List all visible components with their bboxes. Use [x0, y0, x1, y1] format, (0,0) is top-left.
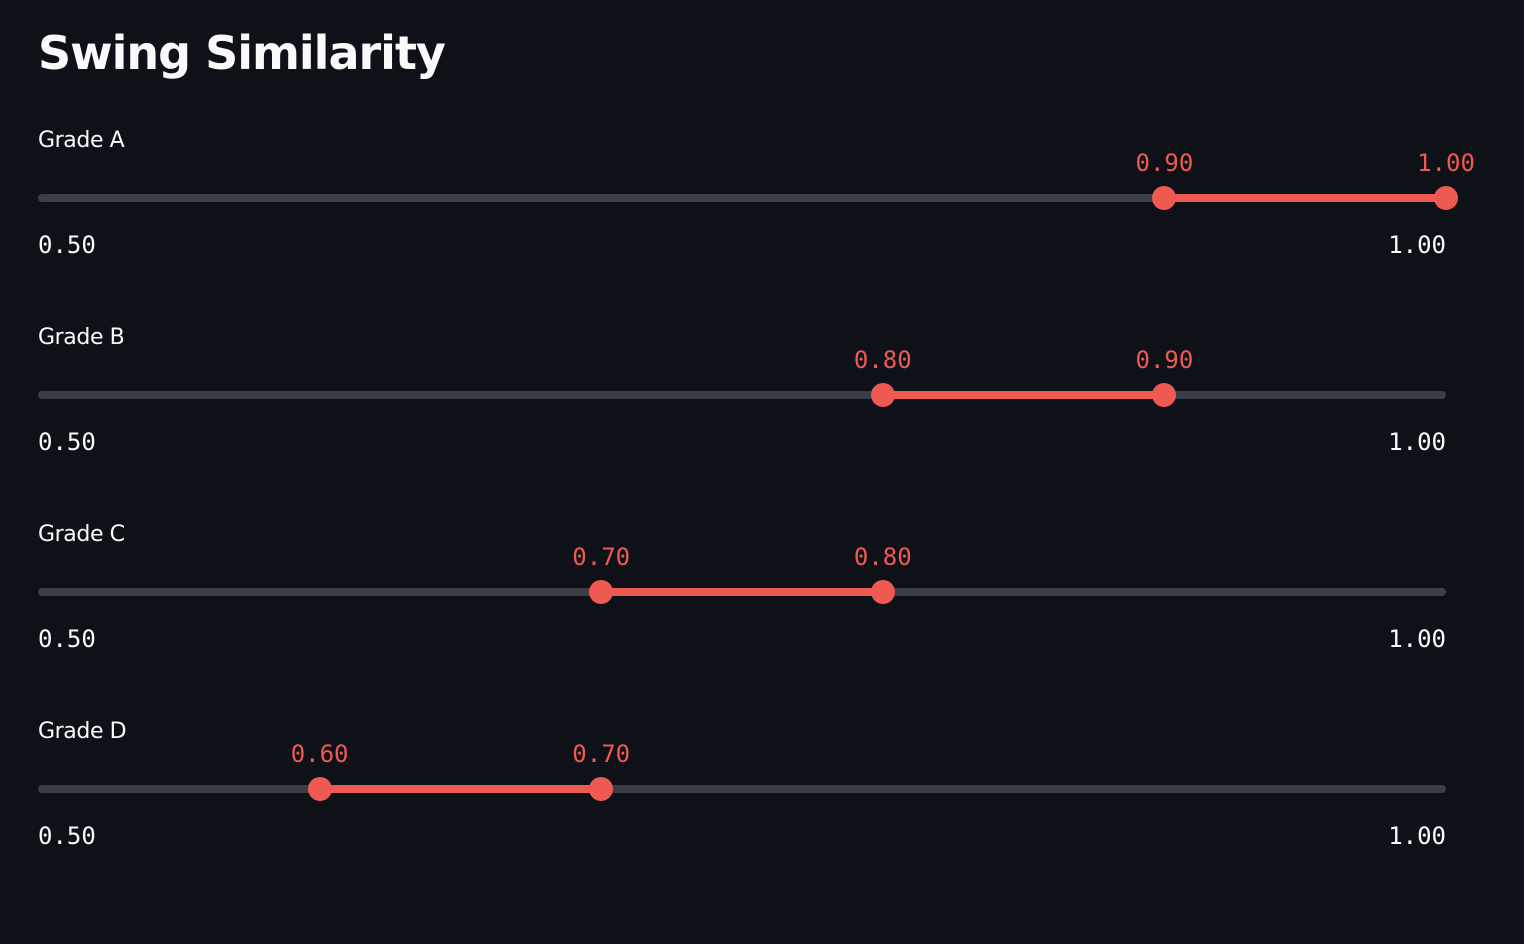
slider-min-label: 0.50 [38, 625, 96, 653]
slider-high-handle[interactable] [589, 777, 614, 801]
slider-track[interactable]: 0.80 0.90 [38, 346, 1446, 407]
slider-low-value: 0.70 [572, 543, 631, 571]
slider-low-value: 0.80 [853, 346, 912, 374]
slider-low-handle[interactable] [1152, 186, 1177, 210]
slider-grade-d: Grade D 0.60 0.70 0.50 1.00 [0, 717, 1524, 907]
slider-track[interactable]: 0.60 0.70 [38, 740, 1446, 801]
slider-low-handle[interactable] [589, 580, 614, 604]
slider-high-value: 0.80 [853, 543, 912, 571]
slider-grade-b: Grade B 0.80 0.90 0.50 1.00 [0, 323, 1524, 513]
slider-max-label: 1.00 [1388, 428, 1446, 456]
slider-high-value: 0.70 [572, 740, 631, 768]
slider-high-value: 1.00 [1417, 149, 1475, 177]
slider-min-label: 0.50 [38, 428, 96, 456]
slider-grade-a: Grade A 0.90 1.00 0.50 1.00 [0, 126, 1524, 316]
slider-label: Grade B [38, 325, 125, 350]
slider-low-handle[interactable] [870, 383, 895, 407]
slider-max-label: 1.00 [1388, 625, 1446, 653]
slider-low-handle[interactable] [307, 777, 332, 801]
slider-low-value: 0.90 [1135, 149, 1194, 177]
slider-max-label: 1.00 [1388, 822, 1446, 850]
slider-high-handle[interactable] [870, 580, 895, 604]
slider-high-value: 0.90 [1135, 346, 1194, 374]
slider-selected-range [319, 785, 602, 793]
slider-label: Grade D [38, 719, 127, 744]
slider-label: Grade A [38, 128, 125, 153]
slider-label: Grade C [38, 522, 125, 547]
slider-max-label: 1.00 [1388, 231, 1446, 259]
slider-high-handle[interactable] [1434, 186, 1458, 210]
slider-min-label: 0.50 [38, 231, 96, 259]
slider-track[interactable]: 0.70 0.80 [38, 543, 1446, 604]
slider-min-label: 0.50 [38, 822, 96, 850]
slider-track[interactable]: 0.90 1.00 [38, 149, 1475, 210]
slider-high-handle[interactable] [1152, 383, 1177, 407]
page-title: Swing Similarity [38, 26, 446, 80]
slider-grade-c: Grade C 0.70 0.80 0.50 1.00 [0, 520, 1524, 710]
slider-selected-range [601, 588, 883, 596]
slider-selected-range [882, 391, 1165, 399]
slider-low-value: 0.60 [290, 740, 349, 768]
slider-selected-range [1164, 194, 1446, 202]
